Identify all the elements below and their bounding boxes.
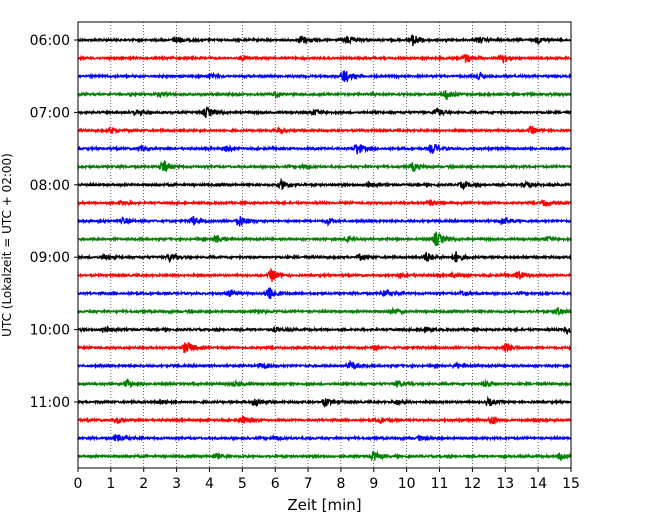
- x-tick-label: 15: [562, 476, 580, 492]
- seismic-trace: [77, 160, 572, 173]
- x-tick-label: 9: [369, 476, 378, 492]
- y-axis-label: UTC (Lokalzeit = UTC + 02:00): [0, 153, 14, 337]
- y-tick-label: 11:00: [30, 395, 70, 411]
- seismic-trace: [77, 106, 572, 118]
- seismic-trace: [77, 342, 572, 354]
- x-tick-label: 4: [205, 476, 214, 492]
- x-tick-label: 8: [336, 476, 345, 492]
- x-tick-label: 10: [398, 476, 416, 492]
- x-tick-label: 3: [172, 476, 181, 492]
- seismic-trace: [77, 143, 572, 155]
- plot-frame: [77, 21, 572, 469]
- seismic-trace: [77, 395, 572, 408]
- seismic-trace: [77, 267, 572, 282]
- x-tick-label: 13: [496, 476, 514, 492]
- y-axis-ticks: 06:00 07:00 08:00 09:00 10:00 11:00: [30, 33, 78, 411]
- y-tick-label: 09:00: [30, 250, 70, 266]
- y-tick-label: 10:00: [30, 323, 70, 339]
- x-tick-label: 6: [271, 476, 280, 492]
- seismic-trace: [77, 359, 572, 370]
- x-tick-label: 12: [463, 476, 481, 492]
- seismic-trace: [77, 89, 572, 101]
- x-tick-label: 1: [106, 476, 115, 492]
- seismic-trace: [77, 251, 572, 264]
- seismic-trace: [77, 325, 572, 335]
- y-tick-label: 07:00: [30, 105, 70, 121]
- seismic-trace: [77, 34, 572, 47]
- seismic-trace: [77, 177, 572, 191]
- seismic-trace: [77, 287, 572, 300]
- seismic-trace: [77, 53, 572, 65]
- x-tick-label: 0: [74, 476, 83, 492]
- seismic-trace: [77, 450, 572, 462]
- seismic-trace: [77, 231, 572, 246]
- seismic-trace: [77, 306, 572, 316]
- x-axis-label: Zeit [min]: [287, 496, 361, 514]
- x-tick-label: 2: [139, 476, 148, 492]
- trace-group: [77, 34, 572, 462]
- x-tick-label: 5: [238, 476, 247, 492]
- seismic-trace: [77, 415, 572, 426]
- seismic-trace: [77, 377, 572, 389]
- x-axis-ticks: 0 1 2 3 4 5 6 7 8 9 10 11 12 13 14 15: [74, 468, 580, 492]
- grid-lines: [110, 22, 539, 468]
- seismic-trace: [77, 125, 572, 135]
- y-tick-label: 06:00: [30, 33, 70, 49]
- seismic-trace: [77, 70, 572, 84]
- seismic-trace: [77, 198, 572, 208]
- x-tick-label: 14: [529, 476, 547, 492]
- y-tick-label: 08:00: [30, 178, 70, 194]
- x-tick-label: 7: [304, 476, 313, 492]
- x-tick-label: 11: [431, 476, 449, 492]
- seismic-trace: [77, 433, 572, 442]
- seismic-trace: [77, 215, 572, 227]
